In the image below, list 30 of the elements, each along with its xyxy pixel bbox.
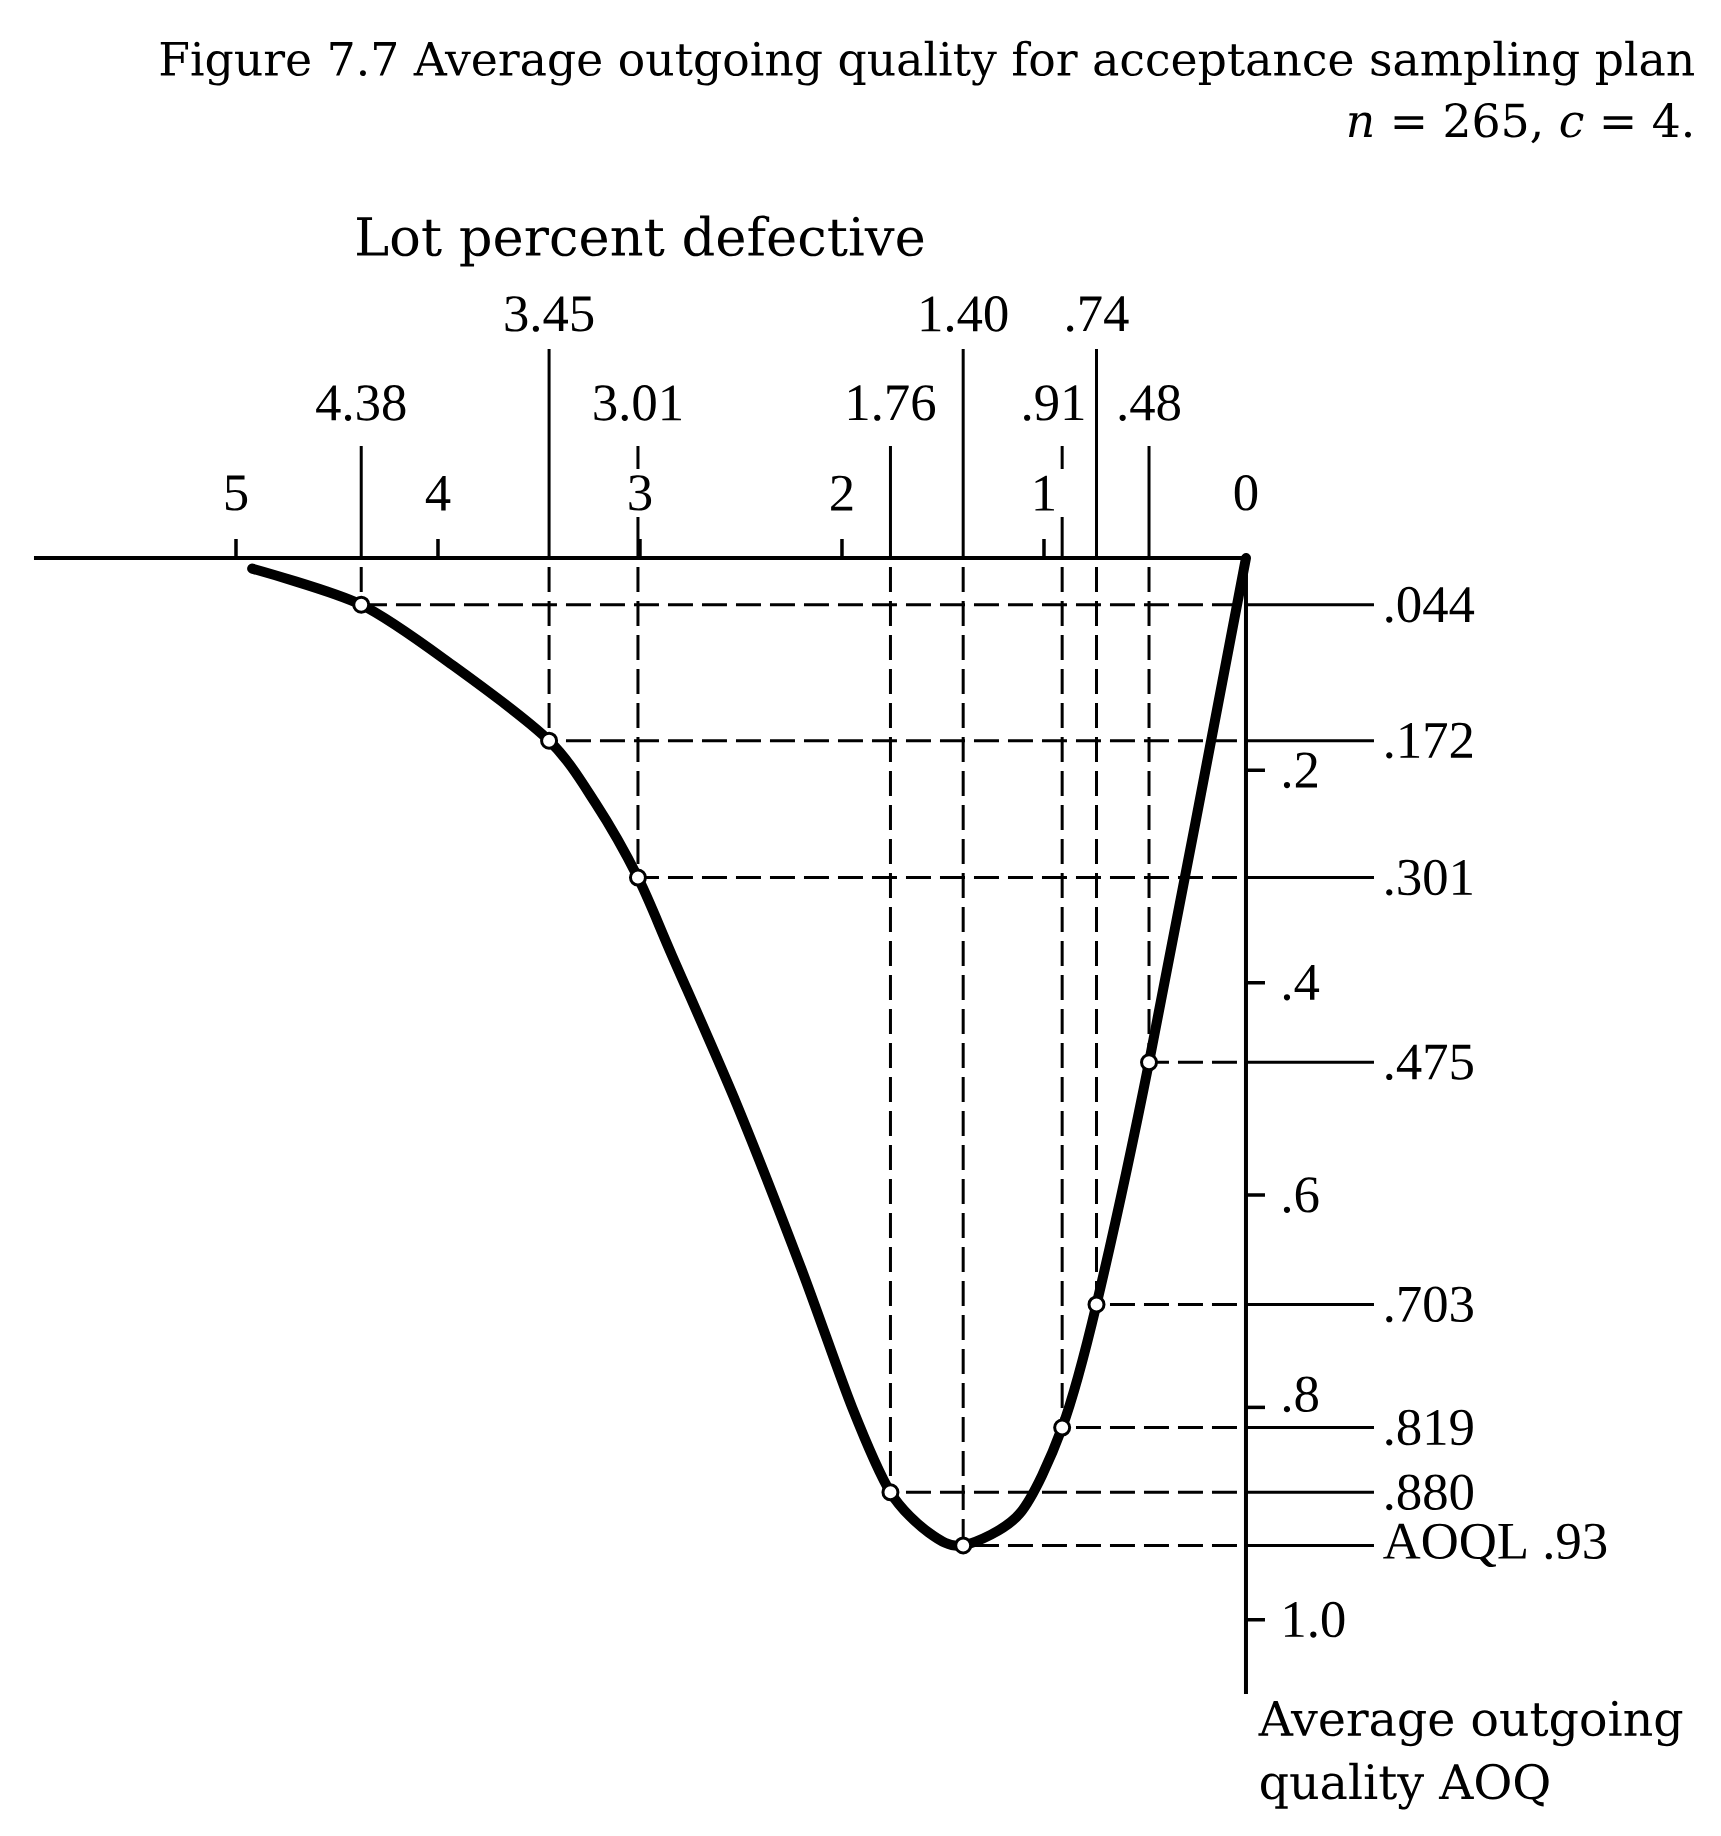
ref-line-label: .475 bbox=[1386, 1044, 1473, 1081]
ref-line-label: AOQL .93 bbox=[1383, 1523, 1607, 1568]
x-tick-label: 3 bbox=[629, 475, 652, 511]
ref-line-label: 3.45 bbox=[505, 296, 594, 332]
ref-line-label: .301 bbox=[1386, 859, 1472, 896]
ref-line-label: .172 bbox=[1386, 722, 1473, 759]
chart-title: Figure 7.7 Average outgoing quality for acceptance sampling plan n = 265, c = 4. bbox=[160, 40, 1694, 144]
x-tick-label: 5 bbox=[225, 475, 248, 511]
ref-line-label: .703 bbox=[1386, 1286, 1473, 1323]
ref-line-label: .48 bbox=[1119, 385, 1180, 421]
ref-line-label: .91 bbox=[1024, 385, 1084, 421]
y-tick-label: .6 bbox=[1283, 1177, 1319, 1213]
ref-line-label: .044 bbox=[1386, 586, 1475, 623]
ref-line-label: .74 bbox=[1067, 296, 1129, 332]
x-axis-title: Lot percent defective bbox=[357, 215, 924, 267]
y-axis-title: Average outgoing quality AOQ bbox=[1258, 1700, 1683, 1810]
ref-line-label: .880 bbox=[1386, 1474, 1473, 1511]
ref-line-label: 1.76 bbox=[848, 385, 936, 421]
ref-line-label: .819 bbox=[1386, 1409, 1473, 1446]
y-tick-label: .4 bbox=[1283, 965, 1320, 1001]
ref-line-label: 4.38 bbox=[316, 385, 406, 421]
y-tick-label: .2 bbox=[1283, 752, 1317, 789]
x-tick-label: 4 bbox=[425, 475, 451, 511]
ref-line-label: 3.01 bbox=[594, 385, 681, 421]
y-tick-label: 1.0 bbox=[1285, 1601, 1345, 1638]
ref-line-label: 1.40 bbox=[921, 296, 1008, 332]
x-tick-label: 1 bbox=[1035, 475, 1054, 511]
x-tick-label: 0 bbox=[1234, 475, 1258, 511]
y-tick-label: .8 bbox=[1283, 1376, 1318, 1413]
x-tick-label: 2 bbox=[831, 475, 853, 511]
